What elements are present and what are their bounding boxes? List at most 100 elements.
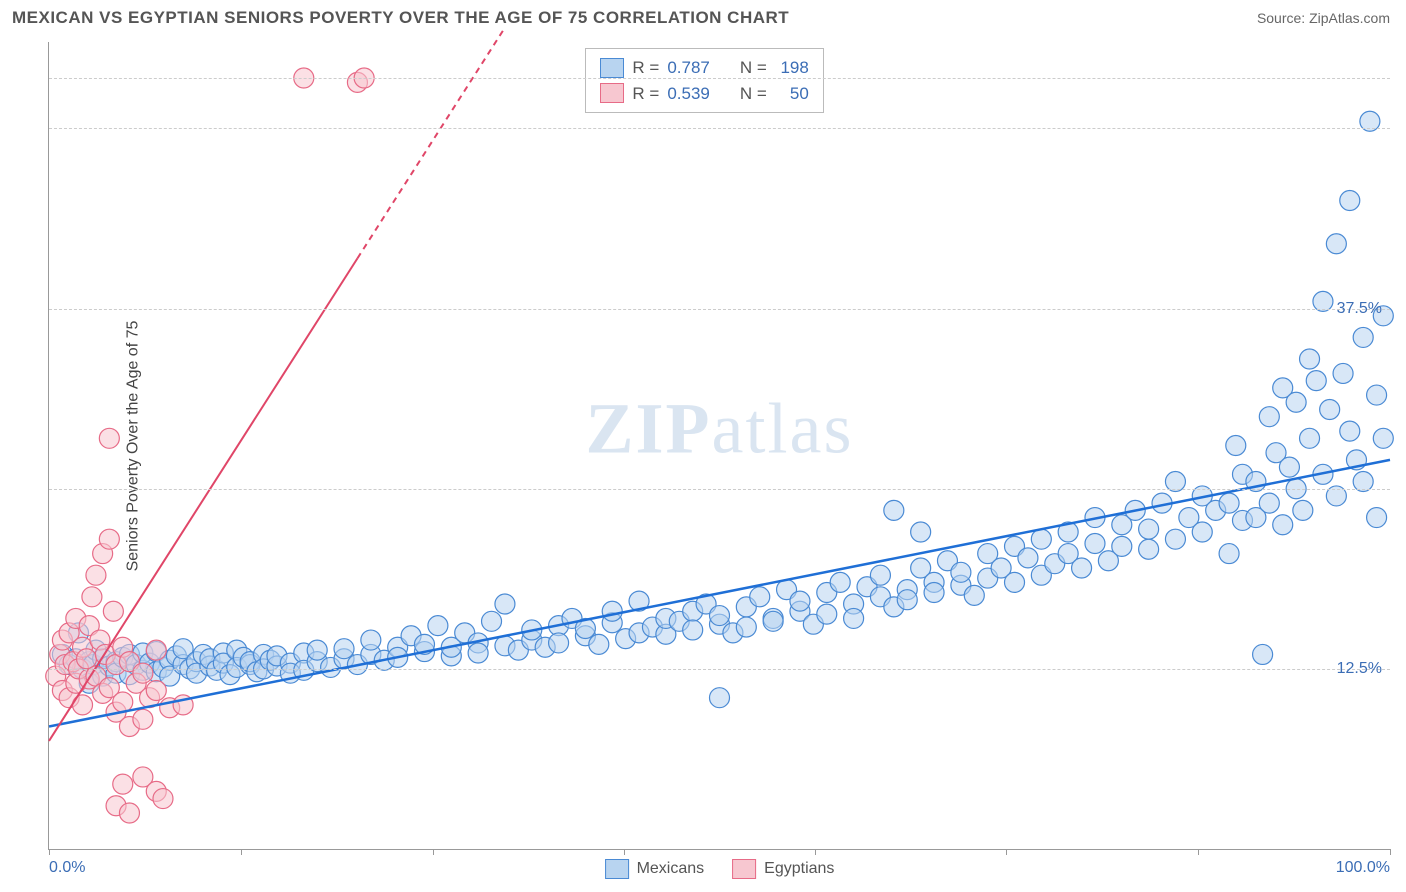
data-point-mexicans — [951, 562, 971, 582]
data-point-mexicans — [482, 611, 502, 631]
legend-row: R =0.787N =198 — [600, 55, 808, 81]
data-point-mexicans — [468, 643, 488, 663]
legend-r-label: R = — [632, 81, 659, 107]
x-tick — [1006, 849, 1007, 855]
y-tick-label: 12.5% — [1337, 660, 1382, 678]
legend-item: Mexicans — [605, 859, 705, 879]
legend-n-label: N = — [740, 81, 767, 107]
scatter-plot-svg — [49, 42, 1390, 849]
gridline — [49, 309, 1390, 310]
data-point-mexicans — [1353, 327, 1373, 347]
legend-swatch — [732, 859, 756, 879]
data-point-mexicans — [1018, 548, 1038, 568]
data-point-mexicans — [710, 688, 730, 708]
legend-swatch — [600, 83, 624, 103]
data-point-mexicans — [1139, 539, 1159, 559]
data-point-mexicans — [1373, 428, 1393, 448]
data-point-mexicans — [1072, 558, 1092, 578]
chart-title: MEXICAN VS EGYPTIAN SENIORS POVERTY OVER… — [12, 8, 789, 28]
data-point-mexicans — [844, 608, 864, 628]
correlation-legend: R = 0.787 N = 198R = 0.539 N = 50 — [585, 48, 823, 113]
legend-label: Egyptians — [764, 860, 834, 878]
data-point-mexicans — [428, 616, 448, 636]
data-point-egyptians — [103, 601, 123, 621]
data-point-mexicans — [817, 604, 837, 624]
x-tick — [815, 849, 816, 855]
data-point-mexicans — [1333, 363, 1353, 383]
data-point-egyptians — [119, 803, 139, 823]
gridline — [49, 128, 1390, 129]
data-point-mexicans — [1226, 436, 1246, 456]
data-point-egyptians — [99, 529, 119, 549]
data-point-mexicans — [683, 620, 703, 640]
data-point-mexicans — [1300, 428, 1320, 448]
data-point-mexicans — [1259, 493, 1279, 513]
x-tick — [433, 849, 434, 855]
data-point-egyptians — [133, 663, 153, 683]
x-tick — [1390, 849, 1391, 855]
legend-n-value: 198 — [775, 55, 809, 81]
data-point-mexicans — [1112, 536, 1132, 556]
data-point-egyptians — [82, 587, 102, 607]
data-point-mexicans — [1286, 392, 1306, 412]
legend-r-label: R = — [632, 55, 659, 81]
data-point-mexicans — [830, 572, 850, 592]
data-point-mexicans — [1005, 572, 1025, 592]
data-point-mexicans — [1031, 529, 1051, 549]
legend-r-value: 0.787 — [667, 55, 710, 81]
data-point-mexicans — [763, 611, 783, 631]
x-tick — [241, 849, 242, 855]
legend-r-value: 0.539 — [667, 81, 710, 107]
data-point-mexicans — [549, 633, 569, 653]
legend-item: Egyptians — [732, 859, 834, 879]
data-point-mexicans — [1259, 407, 1279, 427]
data-point-mexicans — [1192, 522, 1212, 542]
data-point-egyptians — [86, 565, 106, 585]
data-point-mexicans — [736, 617, 756, 637]
data-point-mexicans — [1293, 500, 1313, 520]
data-point-egyptians — [113, 692, 133, 712]
data-point-mexicans — [1340, 191, 1360, 211]
chart-plot-area: ZIPatlas R =0.787N =198R =0.539N =50 Mex… — [48, 42, 1390, 850]
data-point-mexicans — [1367, 385, 1387, 405]
x-tick-label: 0.0% — [49, 859, 85, 877]
gridline — [49, 669, 1390, 670]
data-point-mexicans — [790, 591, 810, 611]
data-point-mexicans — [1320, 399, 1340, 419]
x-tick — [624, 849, 625, 855]
data-point-mexicans — [924, 582, 944, 602]
data-point-mexicans — [911, 522, 931, 542]
data-point-mexicans — [897, 590, 917, 610]
data-point-egyptians — [133, 709, 153, 729]
data-point-mexicans — [1367, 508, 1387, 528]
legend-swatch — [605, 859, 629, 879]
data-point-egyptians — [99, 428, 119, 448]
gridline — [49, 489, 1390, 490]
series-legend: Mexicans Egyptians — [605, 859, 835, 879]
data-point-mexicans — [1139, 519, 1159, 539]
data-point-egyptians — [146, 680, 166, 700]
data-point-mexicans — [1279, 457, 1299, 477]
x-tick — [1198, 849, 1199, 855]
data-point-mexicans — [1300, 349, 1320, 369]
y-tick-label: 37.5% — [1337, 300, 1382, 318]
data-point-mexicans — [1085, 533, 1105, 553]
data-point-egyptians — [146, 640, 166, 660]
data-point-mexicans — [870, 565, 890, 585]
legend-row: R = 0.539 N = 50 — [600, 81, 808, 107]
data-point-mexicans — [334, 639, 354, 659]
data-point-mexicans — [1340, 421, 1360, 441]
data-point-mexicans — [1253, 644, 1273, 664]
data-point-mexicans — [1326, 234, 1346, 254]
x-tick-label: 100.0% — [1336, 859, 1390, 877]
data-point-mexicans — [1306, 371, 1326, 391]
data-point-mexicans — [750, 587, 770, 607]
x-tick — [49, 849, 50, 855]
data-point-mexicans — [884, 500, 904, 520]
legend-n-value: 50 — [775, 81, 809, 107]
data-point-mexicans — [1165, 529, 1185, 549]
data-point-mexicans — [710, 606, 730, 626]
legend-label: Mexicans — [637, 860, 705, 878]
data-point-mexicans — [1273, 515, 1293, 535]
data-point-mexicans — [1219, 493, 1239, 513]
